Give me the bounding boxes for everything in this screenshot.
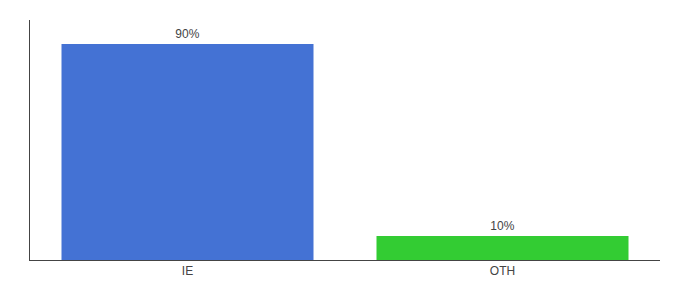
svg-text:90%: 90% xyxy=(175,27,199,41)
svg-text:OTH: OTH xyxy=(490,264,515,278)
svg-text:10%: 10% xyxy=(490,219,514,233)
svg-text:IE: IE xyxy=(182,264,193,278)
